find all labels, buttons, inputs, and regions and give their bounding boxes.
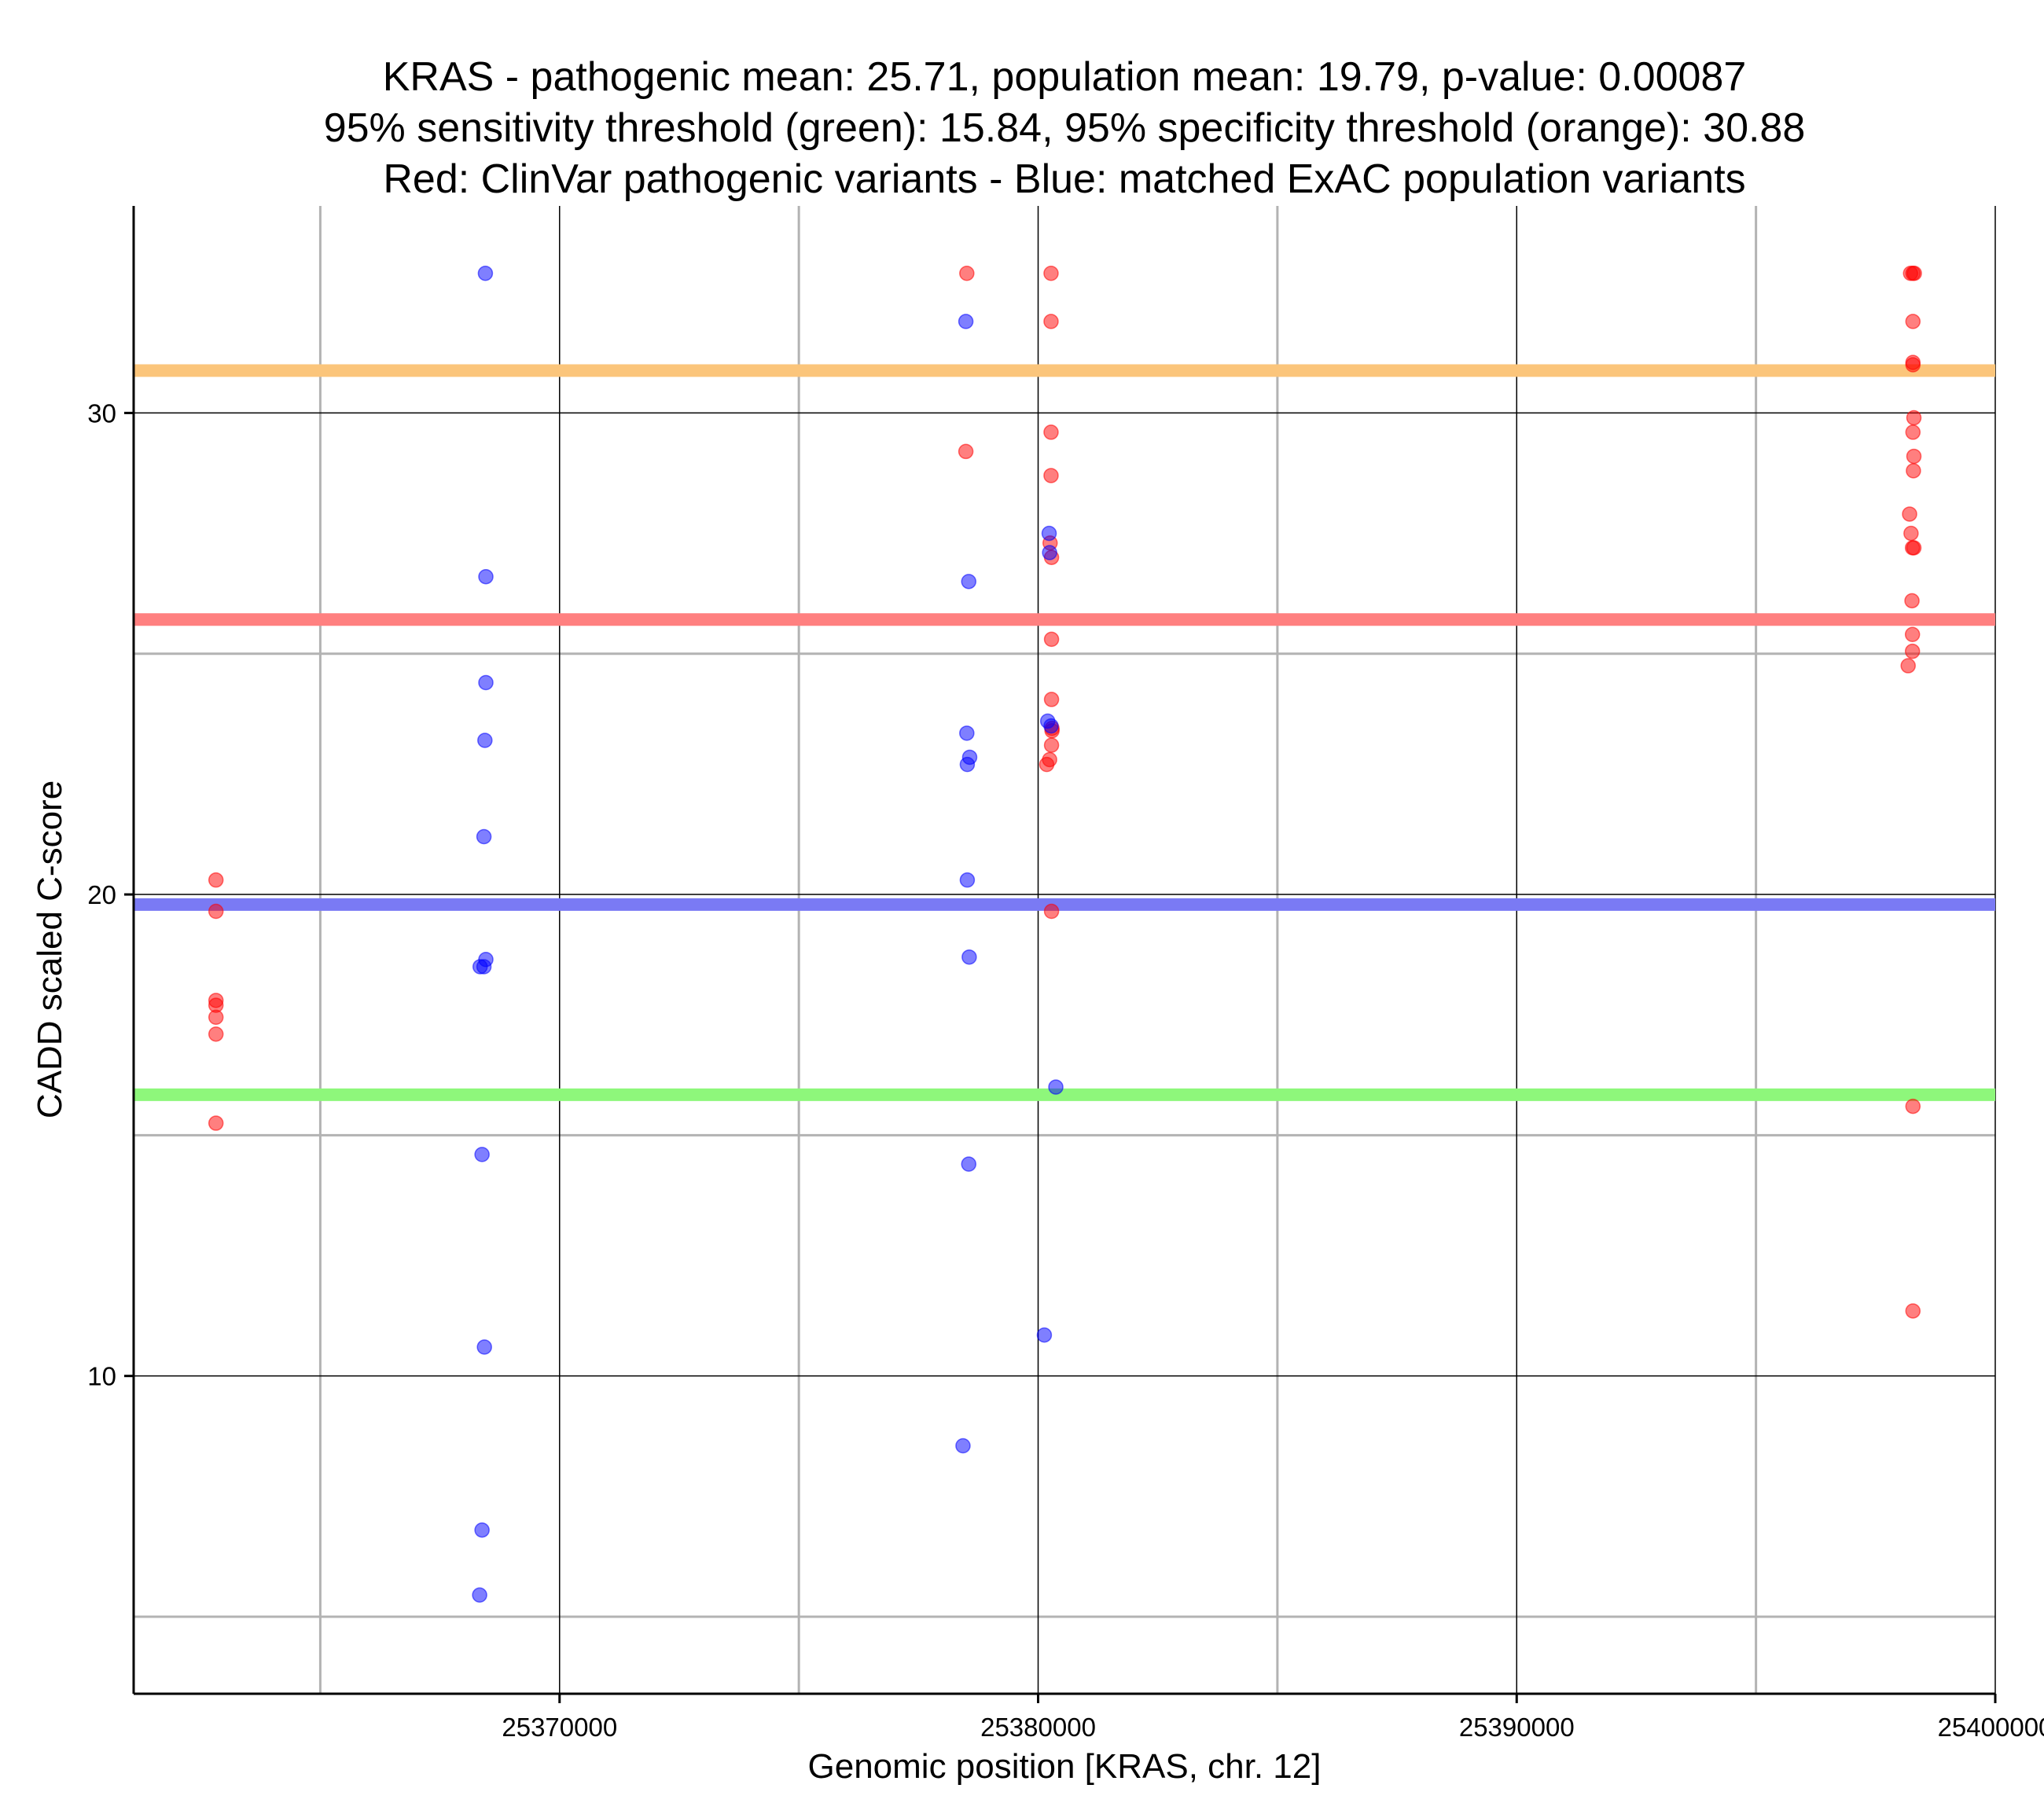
data-point	[208, 872, 224, 888]
data-point	[474, 1147, 490, 1162]
data-point	[1039, 756, 1055, 773]
data-point	[1905, 354, 1921, 370]
data-point	[1905, 1303, 1921, 1319]
data-point	[478, 568, 494, 585]
y-tick-label: 10	[87, 1362, 116, 1391]
data-point	[1042, 545, 1057, 560]
data-point	[208, 1026, 224, 1042]
data-point	[1048, 1079, 1064, 1095]
title-line-1: KRAS - pathogenic mean: 25.71, populatio…	[383, 54, 1747, 100]
data-point	[476, 1339, 492, 1355]
data-point	[208, 1009, 224, 1026]
data-point	[1905, 1098, 1921, 1114]
data-point	[1904, 593, 1920, 609]
data-point	[958, 443, 974, 460]
data-point	[961, 574, 977, 589]
data-point	[1906, 448, 1922, 465]
title-line-2: 95% sensitivity threshold (green): 15.84…	[324, 105, 1806, 151]
data-point	[961, 1156, 977, 1172]
data-point	[1906, 266, 1922, 281]
x-tick-label: 25380000	[980, 1713, 1096, 1742]
axes	[132, 206, 1995, 1695]
mean-and-threshold-lines	[134, 364, 1995, 1101]
data-point	[472, 959, 488, 975]
data-point	[1903, 525, 1919, 542]
data-point	[1041, 525, 1057, 542]
data-point	[1902, 506, 1917, 522]
data-point	[959, 756, 976, 773]
data-point	[1043, 631, 1060, 648]
data-point	[1043, 737, 1060, 753]
data-point	[1906, 409, 1922, 426]
data-point	[1043, 468, 1059, 483]
data-point	[955, 1438, 971, 1454]
data-point	[1043, 266, 1059, 281]
y-tick-label: 30	[87, 398, 116, 428]
data-point	[476, 828, 492, 845]
x-axis-title: Genomic position [KRAS, chr. 12]	[808, 1747, 1322, 1786]
data-point	[961, 949, 977, 965]
x-tick-label: 25400000	[1938, 1713, 2044, 1742]
data-point	[958, 314, 974, 329]
data-point	[1905, 424, 1921, 440]
data-point	[478, 674, 494, 691]
data-point	[959, 872, 976, 888]
data-point	[1904, 626, 1921, 642]
data-point	[474, 1522, 490, 1538]
data-point	[1043, 718, 1059, 734]
chart-title: KRAS - pathogenic mean: 25.71, populatio…	[324, 54, 1806, 202]
data-point	[477, 266, 494, 281]
data-point	[208, 903, 224, 920]
data-point	[208, 1115, 224, 1131]
x-tick-label: 25370000	[502, 1713, 617, 1742]
data-point	[1906, 463, 1921, 479]
data-point	[477, 733, 493, 748]
data-point	[1043, 314, 1059, 329]
data-points	[208, 266, 1922, 1603]
data-point	[1900, 658, 1916, 674]
data-point	[959, 266, 975, 281]
data-point	[1905, 314, 1921, 329]
ticks: 25370000 25380000 25390000 25400000 10 20 30	[87, 398, 2044, 1742]
data-point	[1043, 692, 1060, 707]
data-point	[959, 725, 975, 741]
data-point	[472, 1587, 487, 1603]
x-tick-label: 25390000	[1459, 1713, 1575, 1742]
data-point	[1906, 540, 1922, 556]
grid	[134, 206, 1996, 1694]
data-point	[1904, 643, 1921, 659]
y-axis-title: CADD scaled C-score	[31, 780, 69, 1118]
title-line-3: Red: ClinVar pathogenic variants - Blue:…	[383, 156, 1745, 202]
data-point	[1036, 1327, 1053, 1343]
y-tick-label: 20	[87, 880, 116, 909]
data-point	[1043, 424, 1059, 440]
data-point	[1043, 903, 1060, 920]
